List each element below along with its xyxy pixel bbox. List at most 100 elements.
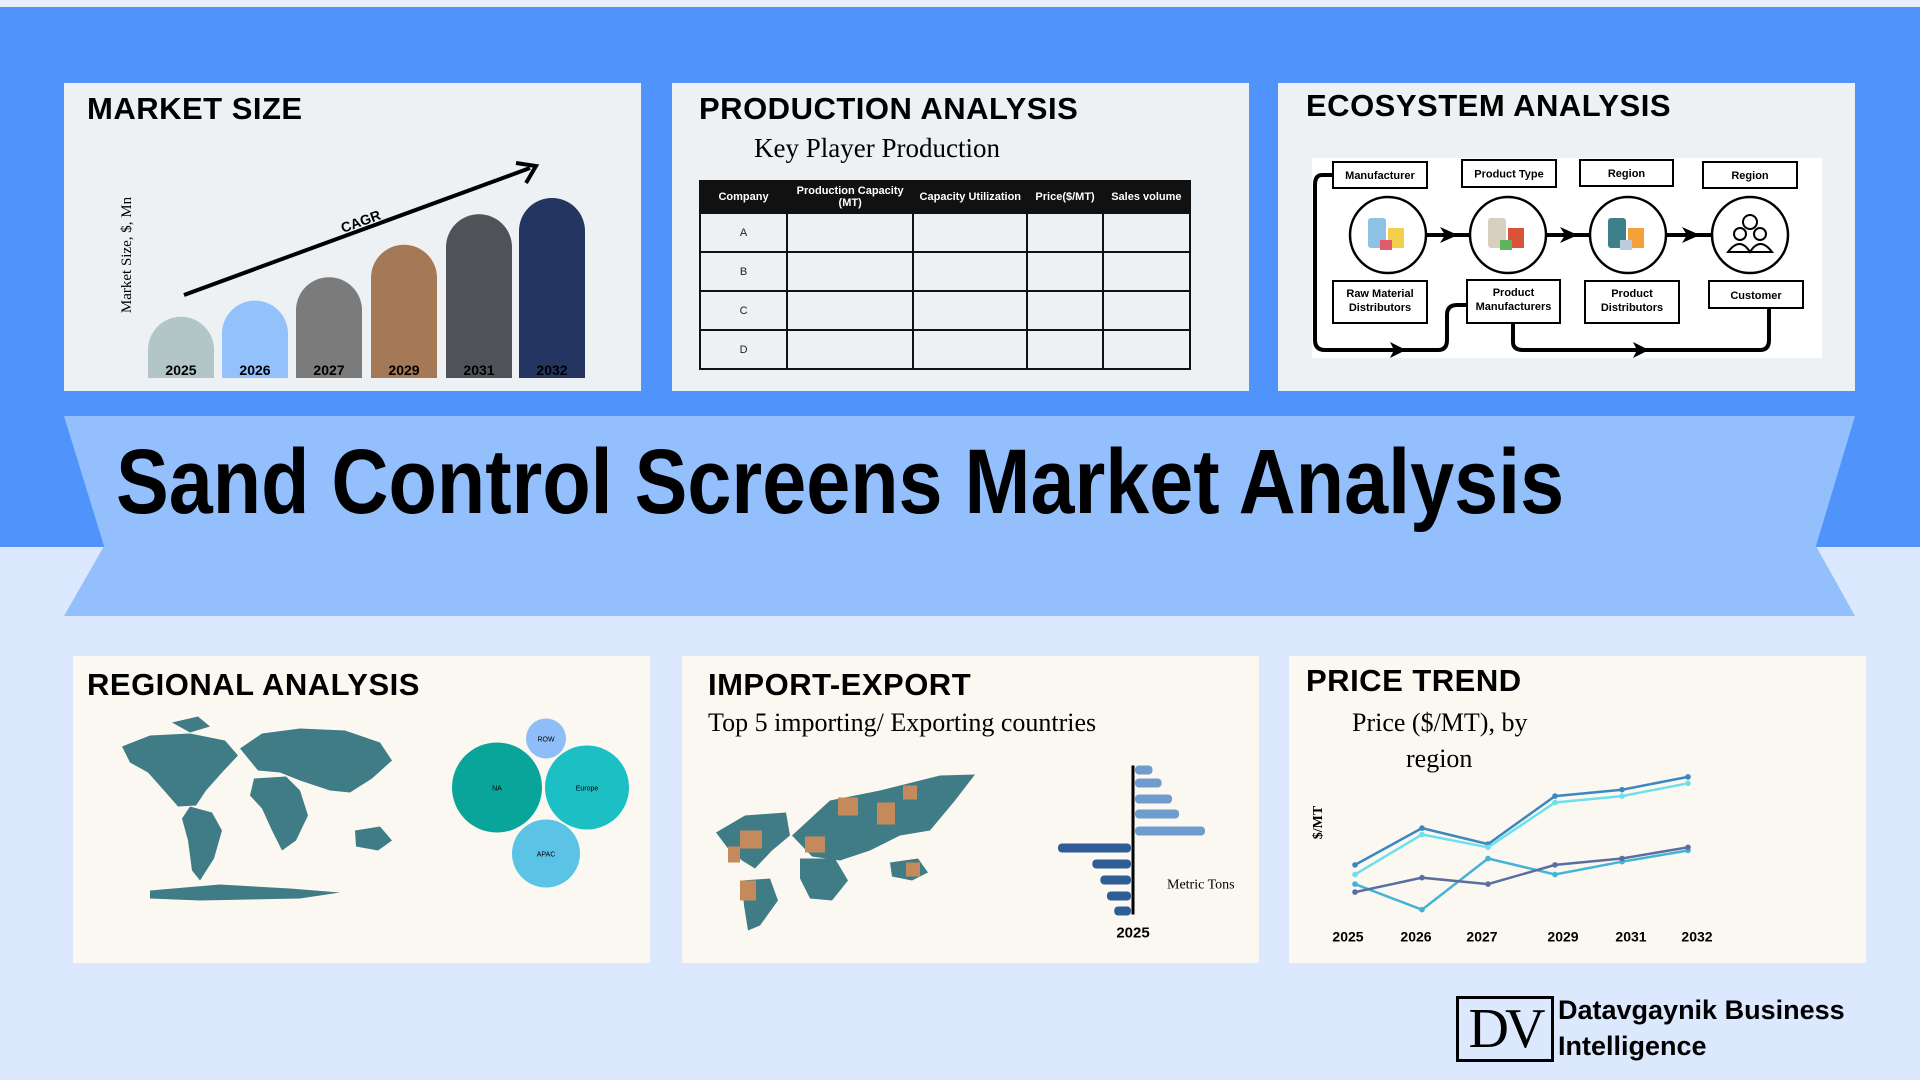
market-size-panel: 2025 2026 2027 2029 2031 2032 CAGR Market Siz… (64, 83, 641, 391)
regional-graphic: ROW NA Europe APAC (122, 716, 629, 901)
table-row: C (698, 290, 1192, 331)
stage-label: Region (1608, 168, 1646, 180)
customers-icon (1710, 195, 1790, 275)
table-cell (786, 290, 915, 331)
data-point (1419, 906, 1425, 913)
export-bar (1135, 809, 1180, 819)
x-tick-label: 2025 (1332, 929, 1363, 945)
bubble-label: APAC (537, 852, 556, 859)
column-header: Capacity Utilization (912, 180, 1029, 214)
data-point (1552, 871, 1558, 878)
y-axis-label: $/MT (1311, 805, 1326, 839)
table-cell (912, 329, 1029, 370)
distribution-truck-icon (1588, 195, 1668, 275)
stage-label: Manufacturer (1345, 170, 1415, 182)
import-export-panel: Metric Tons 2025 (682, 656, 1259, 963)
import-export-graphic: Metric Tons 2025 (716, 765, 1235, 942)
table-cell (786, 329, 915, 370)
logo-line-1: Datavgaynik Business (1558, 995, 1845, 1025)
price-series (1352, 780, 1691, 878)
stage-box (1579, 159, 1674, 187)
market-size-chart: 2025 2026 2027 2029 2031 2032 CAGR Market Siz… (119, 161, 585, 378)
price-series (1352, 844, 1691, 895)
table-cell (912, 212, 1029, 253)
bubble-label: NA (492, 786, 502, 793)
table-row: D (698, 329, 1192, 370)
table-cell: D (698, 329, 789, 370)
column-header: Production Capacity (MT) (786, 180, 915, 214)
stage-box (1332, 280, 1428, 324)
region-bubble (526, 718, 566, 759)
stage-box (1702, 161, 1798, 189)
market-bar (296, 277, 362, 378)
key-player-table: Company Production Capacity (MT) Capacity … (698, 180, 1192, 370)
price-trend-chart: 2025 2026 2027 2029 2031 2032 $/MT (1311, 774, 1713, 945)
ecosystem-diagram: Manufacturer Product Type Region Region Raw … (1312, 158, 1822, 358)
y-axis-label: Market Size, $, Mn (119, 196, 135, 313)
data-point (1685, 844, 1691, 851)
regional-title: REGIONAL ANALYSIS (87, 667, 420, 702)
table-cell (1101, 212, 1192, 253)
metric-tons-label: Metric Tons (1167, 878, 1235, 893)
x-tick-label: 2027 (1466, 929, 1497, 945)
region-bubble (452, 742, 542, 833)
table-cell (786, 212, 915, 253)
price-trend-subtitle-2: region (1406, 744, 1473, 773)
table-cell (1101, 290, 1192, 331)
column-header: Price($/MT) (1026, 180, 1104, 214)
table-cell (1026, 329, 1104, 370)
table-cell (1026, 290, 1104, 331)
world-map (122, 716, 392, 901)
ecosystem-panel: Manufacturer Product Type Region Region Raw … (1278, 83, 1855, 391)
market-bar (446, 214, 512, 378)
table-cell (1026, 212, 1104, 253)
bubble-label: Europe (576, 786, 599, 793)
import-export-subtitle: Top 5 importing/ Exporting countries (708, 708, 1097, 737)
stage-label: Distributors (1601, 302, 1663, 314)
table-cell (786, 251, 915, 292)
data-point (1685, 774, 1691, 780)
import-bar (1114, 906, 1131, 916)
data-point (1552, 799, 1558, 806)
stage-label: Product Type (1474, 169, 1543, 181)
x-tick-label: 2032 (1681, 929, 1712, 945)
region-bubble (512, 819, 580, 888)
table-cell: C (698, 290, 789, 331)
bar-year-label: 2031 (463, 362, 494, 378)
data-point (1352, 871, 1358, 878)
price-trend-title: PRICE TREND (1306, 663, 1522, 698)
stage-box (1461, 159, 1557, 188)
data-point (1352, 881, 1358, 887)
column-header: Sales volume (1101, 180, 1192, 214)
data-point (1419, 831, 1425, 838)
table-cell (1026, 251, 1104, 292)
market-bar (519, 198, 585, 378)
cargo-box-icons (728, 785, 920, 901)
stage-box (1332, 161, 1428, 189)
import-bar (1106, 891, 1131, 901)
x-tick-label: 2029 (1547, 929, 1578, 945)
series-line (1354, 782, 1689, 876)
data-point (1619, 793, 1625, 799)
table-cell (1101, 329, 1192, 370)
bar-year-label: 2032 (536, 362, 567, 378)
table-cell (912, 290, 1029, 331)
import-bar (1058, 843, 1131, 853)
ecosystem-title: ECOSYSTEM ANALYSIS (1306, 88, 1672, 123)
stage-label: Product (1611, 288, 1653, 300)
data-point (1685, 780, 1691, 787)
series-line (1354, 846, 1689, 894)
export-bar (1135, 794, 1173, 804)
table-cell: B (698, 251, 789, 292)
import-bar (1100, 875, 1131, 885)
market-bar (222, 300, 288, 378)
factory-icon (1468, 195, 1548, 275)
data-point (1552, 793, 1558, 799)
data-point (1352, 889, 1358, 895)
bubble-label: ROW (537, 737, 555, 744)
logo-line-2: Intelligence (1558, 1031, 1707, 1061)
export-bar (1135, 765, 1153, 775)
table-cell: A (698, 212, 789, 253)
bar-year-label: 2025 (165, 362, 196, 378)
